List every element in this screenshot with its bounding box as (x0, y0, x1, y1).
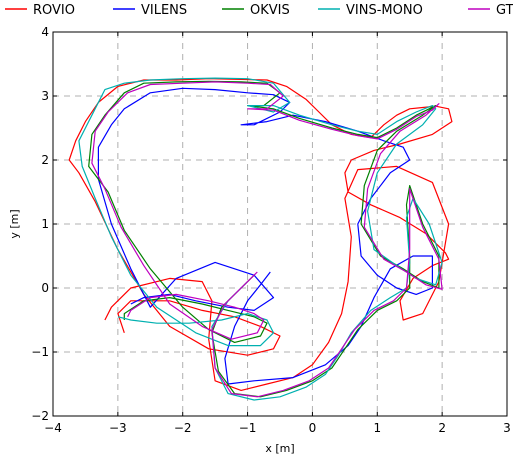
x-axis-label: x [m] (265, 442, 294, 455)
x-tick-label: −3 (109, 421, 127, 435)
y-tick-label: 4 (41, 25, 49, 39)
series-lines (68, 77, 453, 401)
y-tick-label: −1 (31, 345, 49, 359)
legend-item-rovio: ROVIO (5, 3, 75, 18)
x-tick-label: 0 (309, 421, 317, 435)
series-line-vilens (97, 87, 433, 385)
legend: ROVIO VILENS OKVIS VINS-MONO GT (5, 3, 513, 18)
x-tick-label: −4 (44, 421, 62, 435)
legend-label: OKVIS (250, 3, 290, 18)
axis-ticks (52, 31, 508, 417)
series-line-vins-mono (78, 77, 443, 401)
legend-label: GT (496, 3, 513, 18)
y-tick-label: 0 (41, 281, 49, 295)
y-tick-label: −2 (31, 409, 49, 423)
tick-labels: −4 −3 −2 −1 0 1 2 3 −2 −1 0 1 2 3 4 (31, 25, 511, 435)
legend-label: VINS-MONO (346, 3, 423, 18)
y-tick-label: 1 (41, 217, 49, 231)
legend-label: VILENS (141, 3, 187, 18)
x-tick-label: 1 (373, 421, 381, 435)
x-tick-label: 2 (438, 421, 446, 435)
x-tick-label: −1 (239, 421, 257, 435)
y-tick-label: 2 (41, 153, 49, 167)
series-line-gt (91, 81, 443, 398)
series-line-rovio (68, 78, 453, 391)
legend-label: ROVIO (33, 3, 75, 18)
legend-item-gt: GT (468, 3, 513, 18)
legend-item-okvis: OKVIS (222, 3, 290, 18)
legend-item-vilens: VILENS (113, 3, 187, 18)
legend-item-vins-mono: VINS-MONO (318, 3, 423, 18)
x-tick-label: 3 (503, 421, 511, 435)
y-tick-label: 3 (41, 89, 49, 103)
x-tick-label: −2 (174, 421, 192, 435)
series-line-okvis (88, 80, 440, 398)
y-axis-label: y [m] (8, 209, 21, 238)
